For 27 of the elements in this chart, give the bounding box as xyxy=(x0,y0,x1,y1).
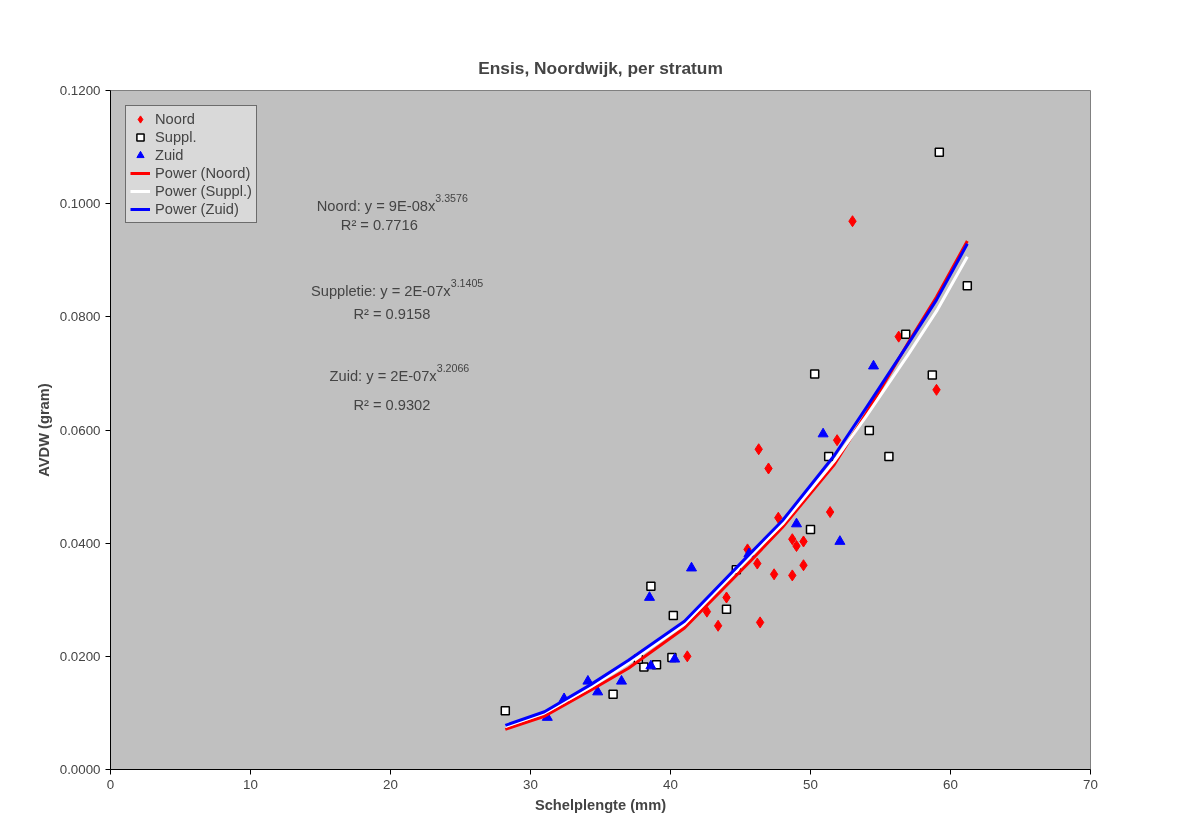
legend-label: Suppl. xyxy=(155,128,197,146)
annotation: R² = 0.9302 xyxy=(353,396,431,413)
x-tick-label: 20 xyxy=(383,776,398,792)
y-axis-title: AVDW (gram) xyxy=(35,383,52,477)
annotation: R² = 0.9158 xyxy=(353,306,431,322)
legend-label: Power (Noord) xyxy=(155,164,251,182)
x-tick-label: 30 xyxy=(523,776,538,792)
x-tick-label: 40 xyxy=(663,776,678,792)
y-tick-label: 0.1200 xyxy=(59,83,101,98)
y-tick-label: 0.0800 xyxy=(59,309,101,325)
legend-label: Power (Suppl.) xyxy=(155,182,252,200)
y-tick-label: 0.1000 xyxy=(59,196,101,212)
y-tick-label: 0.0400 xyxy=(59,535,101,551)
chart-title: Ensis, Noordwijk, per stratum xyxy=(478,58,723,78)
x-tick-label: 50 xyxy=(803,776,818,792)
x-tick-label: 0 xyxy=(106,776,115,792)
y-tick-label: 0.0200 xyxy=(59,648,101,664)
y-tick-label: 0.0600 xyxy=(59,422,101,438)
legend-label: Noord xyxy=(155,110,195,128)
x-tick-label: 10 xyxy=(243,776,258,792)
x-axis-title: Schelplengte (mm) xyxy=(534,796,667,813)
legend-label: Zuid xyxy=(155,146,184,164)
y-tick-label: 0.0000 xyxy=(59,762,101,777)
annotation: R² = 0.7716 xyxy=(340,217,418,234)
x-tick-label: 60 xyxy=(943,776,958,792)
x-tick-label: 70 xyxy=(1083,776,1098,792)
legend-label: Power (Zuid) xyxy=(155,200,239,218)
